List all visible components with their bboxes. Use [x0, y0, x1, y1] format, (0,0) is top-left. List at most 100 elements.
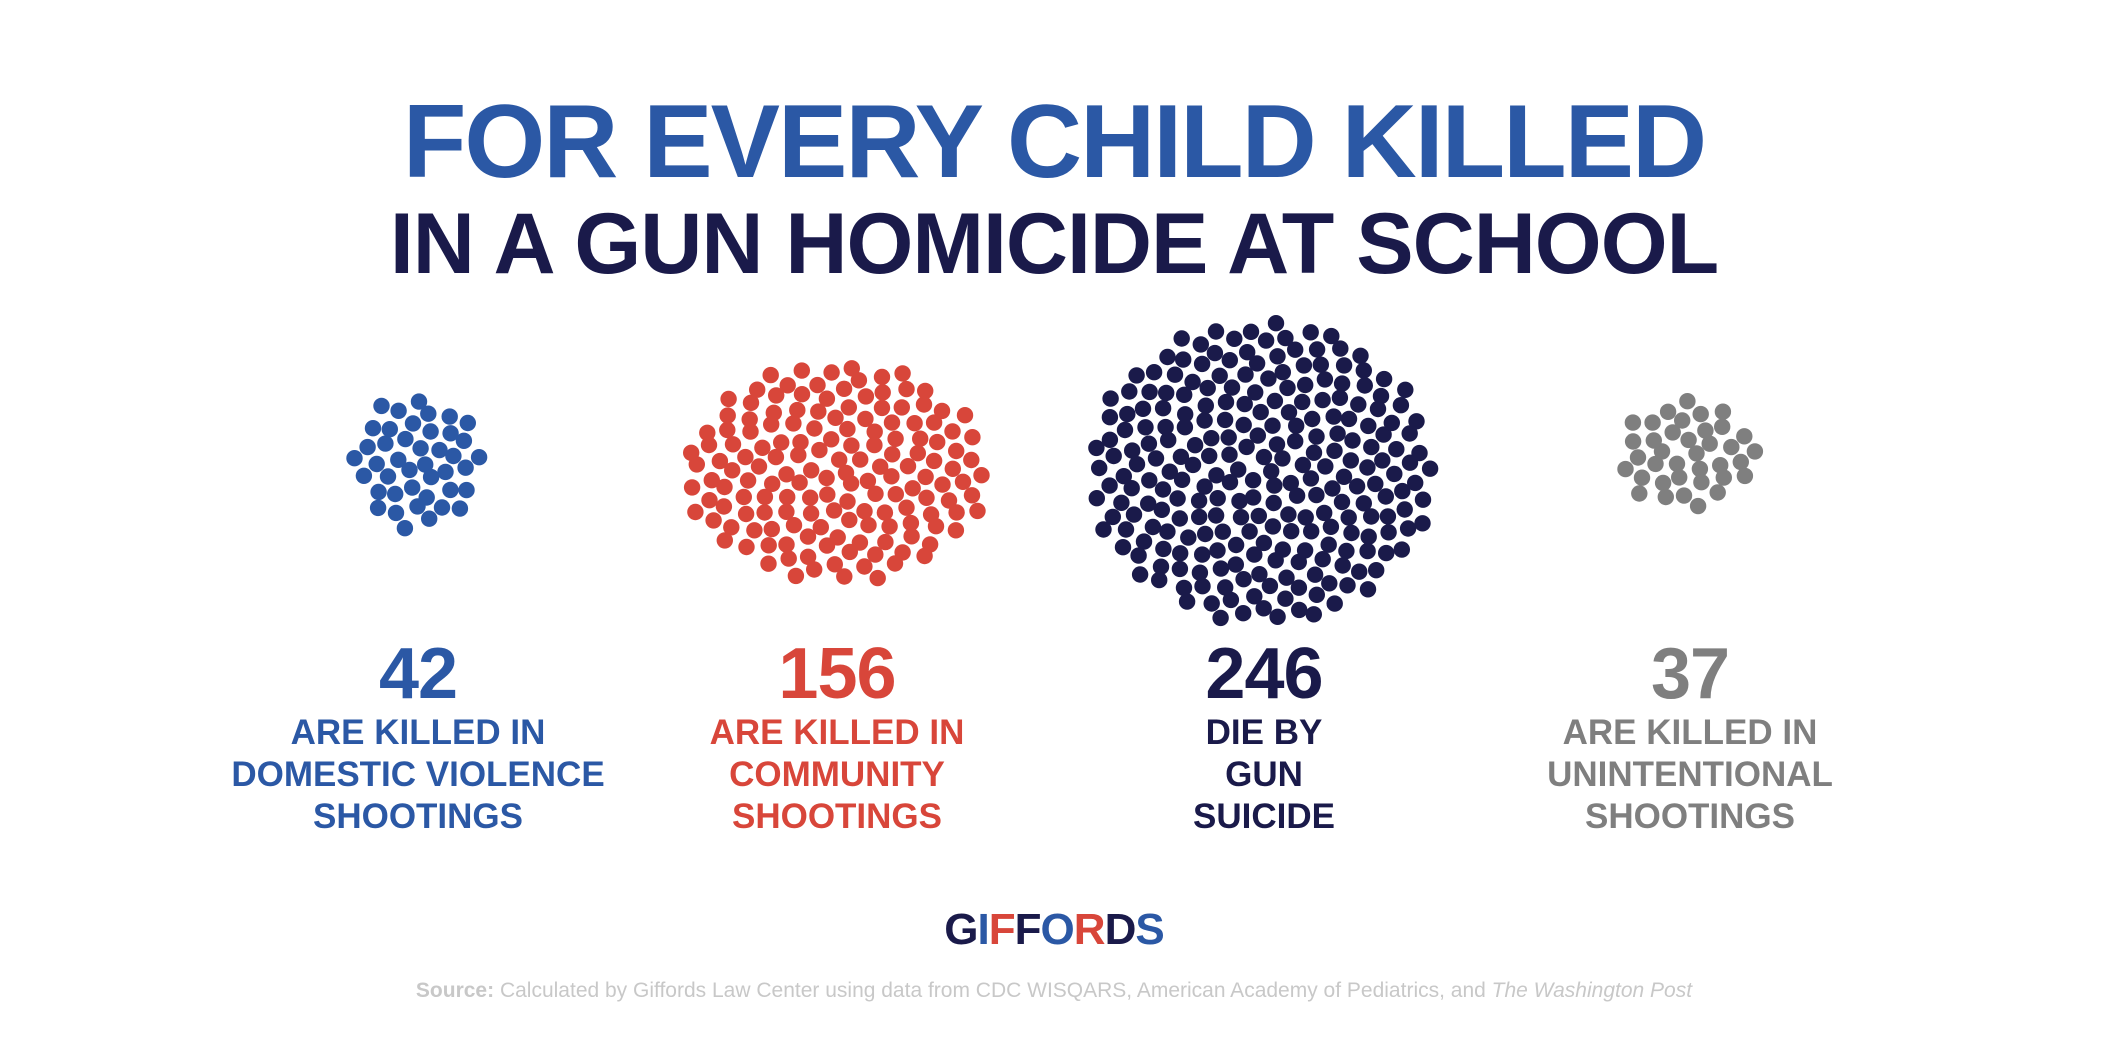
- dot: [1196, 478, 1213, 495]
- dot: [886, 555, 904, 572]
- dot: [925, 414, 943, 431]
- dot: [1152, 558, 1170, 575]
- dot: [1746, 443, 1764, 460]
- dot: [1317, 458, 1334, 475]
- dot: [883, 468, 900, 485]
- dot: [1260, 370, 1277, 387]
- dot: [1245, 489, 1262, 506]
- dot: [1246, 546, 1263, 563]
- dot: [881, 518, 898, 535]
- dot: [381, 421, 398, 438]
- dot: [760, 537, 777, 554]
- dot: [355, 467, 373, 484]
- dot: [1180, 529, 1197, 546]
- dot: [1392, 397, 1410, 414]
- dot: [1306, 566, 1324, 583]
- dot: [1297, 376, 1314, 394]
- dot: [720, 390, 737, 408]
- dot: [1104, 508, 1122, 526]
- stat-label-line: SHOOTINGS: [731, 797, 943, 836]
- dot: [1246, 588, 1263, 605]
- dot: [1216, 411, 1234, 429]
- dot: [1241, 523, 1258, 540]
- dot: [1697, 422, 1714, 439]
- dot: [1115, 468, 1133, 485]
- dot: [873, 399, 891, 417]
- dot: [765, 404, 782, 421]
- stat-number: 246: [1205, 634, 1323, 714]
- dot: [963, 487, 981, 504]
- dot: [841, 511, 858, 529]
- title-line-2: IN A GUN HOMICIDE AT SCHOOL: [389, 196, 1719, 292]
- dot: [749, 381, 766, 398]
- dot: [1101, 477, 1118, 494]
- dot: [1173, 330, 1190, 347]
- dot: [1261, 577, 1279, 595]
- dot: [1397, 381, 1414, 398]
- dot: [1166, 366, 1184, 383]
- dot: [1197, 525, 1214, 543]
- dot: [1263, 463, 1280, 480]
- dot: [1178, 593, 1196, 610]
- dot: [409, 498, 426, 515]
- dot: [1128, 456, 1146, 473]
- dot: [778, 536, 795, 553]
- dot: [1227, 556, 1245, 573]
- logo-letter: I: [977, 905, 990, 954]
- stat-label-line: GUN: [1225, 755, 1303, 794]
- dot: [874, 384, 891, 401]
- dot: [1339, 577, 1356, 594]
- dot: [1338, 542, 1355, 560]
- dot: [1340, 410, 1358, 428]
- dot: [1124, 442, 1141, 459]
- dot: [719, 407, 736, 424]
- dot: [1227, 536, 1245, 554]
- dot: [803, 462, 820, 479]
- stat-number: 42: [378, 634, 458, 714]
- dot: [1131, 566, 1149, 583]
- dot: [1247, 384, 1264, 401]
- dot: [1191, 564, 1209, 581]
- dot-cluster-1: [683, 360, 990, 587]
- dot: [1421, 460, 1439, 477]
- dot: [1274, 450, 1291, 467]
- stat-label-line: ARE KILLED IN: [290, 713, 546, 752]
- dot: [421, 510, 438, 527]
- dot: [818, 537, 836, 554]
- dot: [1302, 324, 1319, 341]
- dot: [1308, 428, 1325, 445]
- dot: [1334, 557, 1351, 574]
- dot: [1190, 492, 1208, 509]
- dot: [1329, 425, 1346, 442]
- dot: [1316, 504, 1333, 522]
- dot: [856, 503, 873, 520]
- dot: [857, 388, 875, 405]
- dot: [1201, 447, 1218, 465]
- dot: [1367, 475, 1384, 493]
- dot: [1277, 329, 1294, 347]
- dot: [841, 543, 858, 561]
- dot: [719, 421, 736, 439]
- dot: [1654, 474, 1672, 492]
- dot: [1242, 323, 1260, 340]
- dot: [457, 459, 474, 476]
- dot: [1355, 495, 1373, 512]
- dot: [1220, 429, 1237, 446]
- dot: [898, 380, 915, 398]
- dot: [346, 450, 363, 467]
- dot: [873, 368, 891, 386]
- dot: [1680, 431, 1697, 449]
- dot: [1383, 414, 1401, 432]
- dot: [1359, 542, 1376, 560]
- dot: [1113, 494, 1130, 511]
- dot: [1101, 431, 1119, 448]
- dot: [884, 446, 901, 463]
- dot: [1268, 436, 1286, 453]
- dot: [1171, 560, 1189, 578]
- dot: [1297, 509, 1314, 526]
- dot: [1184, 373, 1201, 391]
- dot: [1239, 344, 1256, 361]
- dot: [1153, 501, 1171, 518]
- dot: [809, 376, 826, 394]
- dot: [1221, 474, 1239, 491]
